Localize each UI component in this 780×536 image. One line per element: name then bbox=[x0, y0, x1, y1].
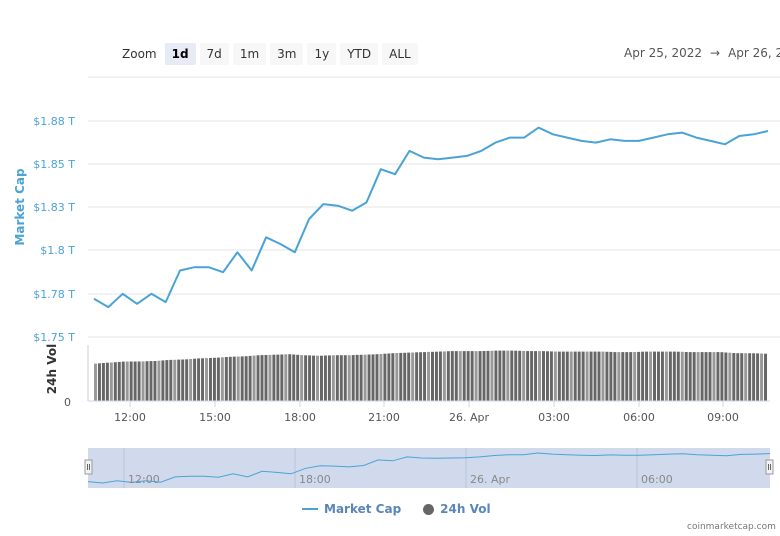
date-to-input[interactable]: Apr 26, 2 bbox=[728, 46, 780, 60]
zoom-1d-button[interactable]: 1d bbox=[164, 43, 196, 65]
date-from-input[interactable]: Apr 25, 2022 bbox=[624, 46, 703, 60]
navigator-tick: 18:00 bbox=[299, 473, 331, 486]
y-tick: $1.75 T bbox=[33, 331, 75, 344]
zoom-ytd-button[interactable]: YTD bbox=[340, 43, 379, 65]
x-tick: 26. Apr bbox=[449, 411, 489, 424]
y2-axis-title: 24h Vol bbox=[45, 344, 59, 394]
legend-24h-vol[interactable]: 24h Vol bbox=[423, 502, 491, 516]
arrow-right-icon: → bbox=[710, 46, 721, 60]
navigator-tick: 26. Apr bbox=[470, 473, 510, 486]
navigator-tick: 06:00 bbox=[641, 473, 673, 486]
x-tick: 15:00 bbox=[199, 411, 231, 424]
legend-market-cap-label: Market Cap bbox=[324, 502, 402, 516]
y-axis-title: Market Cap bbox=[13, 168, 27, 246]
navigator-handle-right[interactable] bbox=[765, 459, 774, 475]
zoom-label: Zoom bbox=[122, 47, 157, 61]
dot-icon bbox=[423, 503, 435, 515]
x-tick: 03:00 bbox=[538, 411, 570, 424]
y2-tick: 0 bbox=[64, 396, 71, 409]
legend-market-cap[interactable]: Market Cap bbox=[302, 502, 401, 516]
credit-link[interactable]: coinmarketcap.com bbox=[687, 522, 776, 532]
y-tick: $1.88 T bbox=[33, 115, 75, 128]
chart-legend: Market Cap 24h Vol bbox=[302, 502, 491, 516]
market-cap-line bbox=[93, 126, 769, 309]
line-icon bbox=[302, 508, 318, 510]
x-tick: 21:00 bbox=[368, 411, 400, 424]
zoom-1m-button[interactable]: 1m bbox=[232, 43, 267, 65]
zoom-1y-button[interactable]: 1y bbox=[307, 43, 337, 65]
x-tick: 06:00 bbox=[623, 411, 655, 424]
y-axis-volume: 24h Vol 0 bbox=[45, 344, 89, 409]
y-tick: $1.8 T bbox=[40, 244, 75, 257]
y-tick: $1.85 T bbox=[33, 158, 75, 171]
volume-bars bbox=[94, 350, 768, 401]
navigator-tick: 12:00 bbox=[128, 473, 160, 486]
navigator-line bbox=[87, 452, 771, 484]
x-axis: 12:00 15:00 18:00 21:00 26. Apr 03:00 06… bbox=[114, 401, 739, 424]
y-axis-market-cap: $1.88 T $1.85 T $1.83 T $1.8 T $1.78 T $… bbox=[13, 115, 75, 344]
navigator-handle-left[interactable] bbox=[84, 459, 93, 475]
x-tick: 09:00 bbox=[707, 411, 739, 424]
x-tick: 18:00 bbox=[284, 411, 316, 424]
zoom-7d-button[interactable]: 7d bbox=[199, 43, 229, 65]
date-range: Apr 25, 2022 → Apr 26, 2 bbox=[624, 46, 780, 60]
y-tick: $1.78 T bbox=[33, 288, 75, 301]
navigator[interactable]: 12:00 18:00 26. Apr 06:00 bbox=[84, 448, 774, 488]
legend-vol-label: 24h Vol bbox=[440, 502, 491, 516]
y-tick: $1.83 T bbox=[33, 201, 75, 214]
zoom-all-button[interactable]: ALL bbox=[382, 43, 418, 65]
x-tick: 12:00 bbox=[114, 411, 146, 424]
zoom-3m-button[interactable]: 3m bbox=[270, 43, 304, 65]
grid-lines bbox=[88, 76, 780, 338]
zoom-selector: Zoom 1d 7d 1m 3m 1y YTD ALL bbox=[122, 43, 418, 65]
